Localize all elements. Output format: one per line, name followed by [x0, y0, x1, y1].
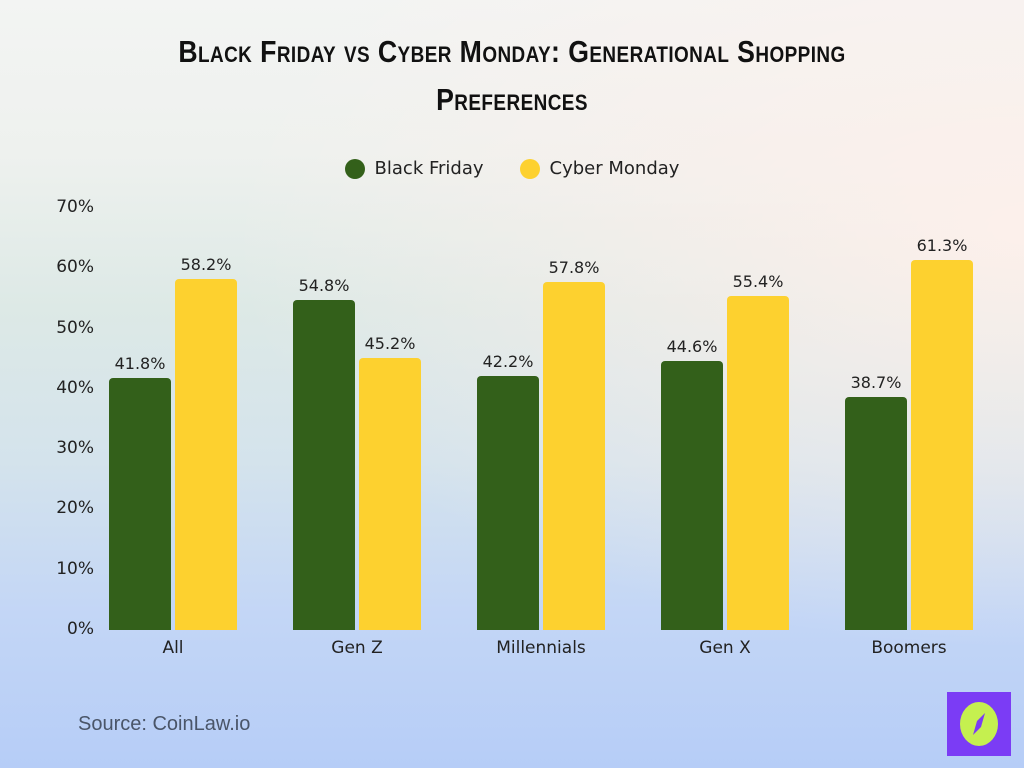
y-tick-label: 50% — [56, 317, 94, 338]
chart-title-line-2: Preferences — [436, 82, 588, 117]
value-label: 38.7% — [850, 372, 902, 392]
chart-title: Black Friday vs Cyber Monday: Generation… — [72, 28, 953, 124]
legend-item-cyber-monday: Cyber Monday — [519, 158, 680, 179]
bar-black-friday — [845, 396, 907, 630]
value-label: 45.2% — [364, 333, 416, 353]
compass-icon — [960, 702, 998, 746]
value-label: 61.3% — [916, 236, 968, 256]
value-label: 44.6% — [666, 337, 718, 357]
bar-cyber-monday — [359, 357, 421, 630]
legend-dot-cyber-monday-icon — [519, 158, 540, 179]
y-tick-label: 10% — [56, 558, 94, 579]
legend-dot-black-friday-icon — [344, 158, 365, 179]
y-tick-label: 60% — [56, 257, 94, 278]
value-label: 41.8% — [114, 354, 166, 373]
x-tick-label: Boomers — [871, 638, 947, 658]
plot-area: 0% 10% 20% 30% 40% 50% 60% 70% 41.8% 58.2% All 54.8… — [56, 197, 973, 658]
y-tick-label: 40% — [56, 377, 94, 398]
legend-item-black-friday: Black Friday — [344, 158, 484, 179]
y-tick-label: 70% — [56, 197, 94, 217]
bar-cyber-monday — [727, 296, 789, 630]
bar-black-friday — [109, 378, 171, 630]
source-note: Source: CoinLaw.io — [78, 713, 251, 735]
bar-black-friday — [477, 375, 539, 630]
value-label: 54.8% — [298, 275, 350, 295]
y-tick-label: 20% — [56, 498, 94, 519]
value-label: 58.2% — [180, 255, 232, 275]
bar-cyber-monday — [543, 281, 605, 630]
x-tick-label: Gen X — [699, 638, 751, 658]
bar-cyber-monday — [175, 279, 237, 630]
brand-logo — [947, 692, 1011, 756]
bar-black-friday — [293, 299, 355, 630]
value-label: 42.2% — [482, 351, 534, 371]
legend-label: Black Friday — [374, 158, 484, 179]
legend-label: Cyber Monday — [549, 158, 680, 179]
y-tick-label: 30% — [56, 438, 94, 459]
value-label: 57.8% — [548, 257, 600, 277]
chart-title-line-1: Black Friday vs Cyber Monday: Generation… — [178, 34, 846, 69]
bar-black-friday — [661, 361, 723, 630]
value-label: 55.4% — [732, 272, 784, 292]
x-tick-label: All — [162, 638, 184, 658]
y-tick-label: 0% — [67, 619, 94, 639]
bar-cyber-monday — [911, 260, 973, 630]
x-tick-label: Millennials — [496, 638, 586, 658]
legend: Black Friday Cyber Monday — [0, 158, 1024, 179]
x-tick-label: Gen Z — [331, 638, 383, 658]
